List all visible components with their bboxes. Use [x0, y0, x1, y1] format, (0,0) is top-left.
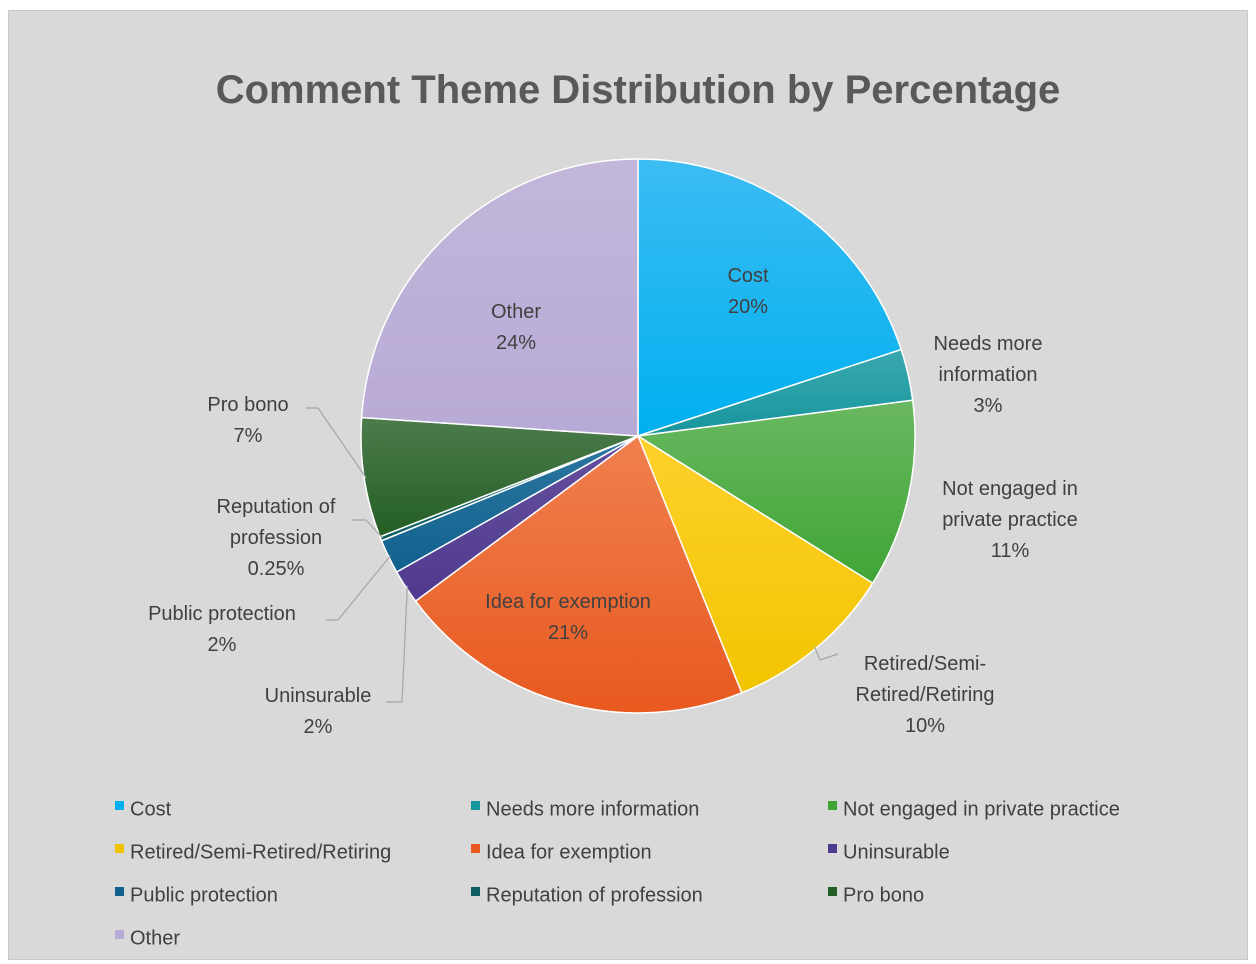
chart-title: Comment Theme Distribution by Percentage: [216, 68, 1061, 112]
leader-line-uninsurable: [386, 585, 408, 703]
data-label-line: information: [939, 364, 1038, 386]
data-label-line: Not engaged in: [942, 478, 1078, 500]
legend-swatch: [115, 887, 124, 896]
data-label-line: 2%: [304, 716, 333, 738]
legend: Cost Needs more information Not engaged in…: [115, 798, 1120, 949]
data-label-reputation-of-profession: Reputation of profession 0.25%: [217, 496, 336, 580]
data-label-line: Pro bono: [207, 394, 288, 416]
data-label-idea-for-exemption: Idea for exemption 21%: [485, 591, 651, 644]
data-label-line: 10%: [905, 715, 945, 737]
legend-swatch: [471, 887, 480, 896]
data-label-line: profession: [230, 527, 322, 549]
leader-line-public-protection: [326, 555, 391, 621]
legend-swatch: [828, 801, 837, 810]
legend-label: Pro bono: [843, 884, 924, 906]
legend-label: Reputation of profession: [486, 884, 703, 906]
data-label-line: 24%: [496, 332, 536, 354]
data-label-line: Needs more: [934, 333, 1043, 355]
legend-item-uninsurable: Uninsurable: [828, 841, 950, 863]
leader-line-retired-semi-retired-retiring: [814, 646, 839, 661]
data-label-pro-bono: Pro bono 7%: [207, 394, 288, 447]
data-label-line: Public protection: [148, 603, 296, 625]
legend-item-public-protection: Public protection: [115, 884, 278, 906]
data-label-line: 21%: [548, 622, 588, 644]
legend-swatch: [115, 930, 124, 939]
slice-not-engaged-in-private-practice: [635, 399, 916, 585]
legend-swatch: [115, 801, 124, 810]
slice-cost: [637, 158, 903, 438]
data-label-line: 7%: [234, 425, 263, 447]
legend-label: Needs more information: [486, 798, 699, 820]
data-label-line: Idea for exemption: [485, 591, 651, 613]
legend-label: Not engaged in private practice: [843, 798, 1120, 820]
leader-lines: [306, 407, 839, 703]
data-label-line: Retired/Semi-: [864, 653, 986, 675]
data-labels: Cost 20% Needs more information 3% Not engage…: [148, 265, 1078, 738]
data-label-public-protection: Public protection 2%: [148, 603, 296, 656]
data-label-needs-more-information: Needs more information 3%: [934, 333, 1043, 417]
leader-line-pro-bono: [306, 407, 367, 479]
legend-label: Uninsurable: [843, 841, 950, 863]
leader-line-reputation-of-profession: [352, 519, 384, 539]
data-label-line: Other: [491, 301, 541, 323]
legend-item-idea-for-exemption: Idea for exemption: [471, 841, 652, 863]
legend-swatch: [471, 844, 480, 853]
legend-label: Other: [130, 927, 180, 949]
legend-item-cost: Cost: [115, 798, 172, 820]
legend-label: Retired/Semi-Retired/Retiring: [130, 841, 391, 863]
legend-label: Idea for exemption: [486, 841, 652, 863]
data-label-line: 0.25%: [248, 558, 305, 580]
legend-item-needs-more-information: Needs more information: [471, 798, 699, 820]
legend-item-retired-semi-retired-retiring: Retired/Semi-Retired/Retiring: [115, 841, 391, 863]
slice-idea-for-exemption: [414, 434, 743, 714]
data-label-uninsurable: Uninsurable 2%: [265, 685, 372, 738]
legend-swatch: [828, 844, 837, 853]
data-label-other: Other 24%: [491, 301, 541, 354]
data-label-not-engaged-in-private-practice: Not engaged in private practice 11%: [942, 478, 1078, 562]
legend-label: Cost: [130, 798, 172, 820]
data-label-line: Uninsurable: [265, 685, 372, 707]
slice-other: [360, 158, 639, 437]
pie-slices: [360, 158, 916, 714]
legend-swatch: [115, 844, 124, 853]
data-label-retired-semi-retired-retiring: Retired/Semi- Retired/Retiring 10%: [856, 653, 995, 737]
legend-item-not-engaged-in-private-practice: Not engaged in private practice: [828, 798, 1120, 820]
legend-item-pro-bono: Pro bono: [828, 884, 924, 906]
data-label-line: 2%: [208, 634, 237, 656]
data-label-line: 11%: [991, 540, 1030, 562]
data-label-cost: Cost 20%: [727, 265, 769, 318]
legend-item-other: Other: [115, 927, 180, 949]
data-label-line: Cost: [727, 265, 769, 287]
legend-label: Public protection: [130, 884, 278, 906]
data-label-line: 3%: [974, 395, 1003, 417]
legend-swatch: [471, 801, 480, 810]
data-label-line: Retired/Retiring: [856, 684, 995, 706]
data-label-line: Reputation of: [217, 496, 336, 518]
legend-swatch: [828, 887, 837, 896]
data-label-line: 20%: [728, 296, 768, 318]
legend-item-reputation-of-profession: Reputation of profession: [471, 884, 703, 906]
data-label-line: private practice: [942, 509, 1078, 531]
